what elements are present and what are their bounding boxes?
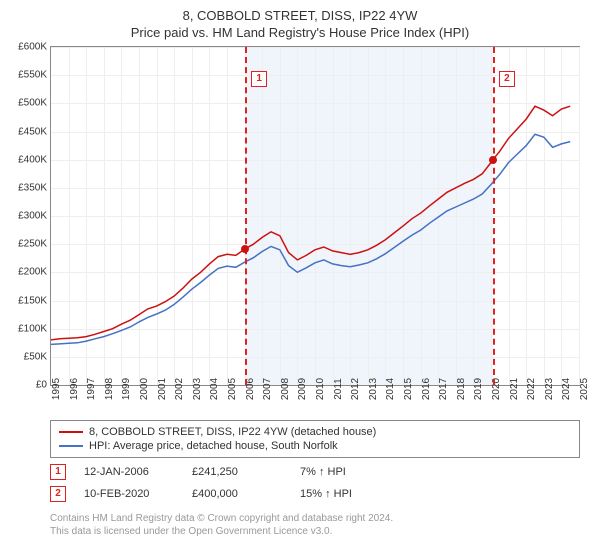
- x-axis-label: 2007: [262, 378, 273, 400]
- y-axis-label: £100K: [18, 323, 47, 334]
- y-axis-label: £250K: [18, 239, 47, 250]
- x-axis-label: 2025: [579, 378, 590, 400]
- gridline: [579, 47, 580, 385]
- y-axis-label: £400K: [18, 154, 47, 165]
- x-axis-label: 2015: [403, 378, 414, 400]
- y-axis-label: £300K: [18, 211, 47, 222]
- y-axis-label: £0: [36, 380, 47, 391]
- legend-label: 8, COBBOLD STREET, DISS, IP22 4YW (detac…: [89, 426, 376, 438]
- x-axis-label: 2016: [421, 378, 432, 400]
- x-axis-label: 2022: [526, 378, 537, 400]
- footnote-line: Contains HM Land Registry data © Crown c…: [50, 512, 580, 525]
- transaction-date: 12-JAN-2006: [84, 466, 174, 478]
- legend-item: HPI: Average price, detached house, Sout…: [59, 439, 571, 453]
- y-axis-label: £200K: [18, 267, 47, 278]
- x-axis-label: 1998: [104, 378, 115, 400]
- legend-swatch: [59, 431, 83, 433]
- transaction-point-icon: [489, 156, 497, 164]
- plot-area: £0£50K£100K£150K£200K£250K£300K£350K£400…: [50, 46, 580, 386]
- event-marker-line: [493, 47, 495, 385]
- transaction-row: 2 10-FEB-2020 £400,000 15% ↑ HPI: [50, 486, 580, 502]
- y-axis-label: £450K: [18, 126, 47, 137]
- y-axis-label: £50K: [24, 351, 47, 362]
- x-axis-label: 2008: [280, 378, 291, 400]
- chart-subtitle: Price paid vs. HM Land Registry's House …: [0, 23, 600, 46]
- footnote-line: This data is licensed under the Open Gov…: [50, 525, 580, 538]
- chart-title: 8, COBBOLD STREET, DISS, IP22 4YW: [0, 0, 600, 23]
- event-marker-line: [245, 47, 247, 385]
- footnote: Contains HM Land Registry data © Crown c…: [50, 512, 580, 538]
- transaction-marker-icon: 1: [50, 464, 66, 480]
- x-axis-label: 2010: [315, 378, 326, 400]
- y-axis-label: £150K: [18, 295, 47, 306]
- transaction-date: 10-FEB-2020: [84, 488, 174, 500]
- transaction-price: £241,250: [192, 466, 282, 478]
- x-axis-label: 2000: [139, 378, 150, 400]
- chart-container: 8, COBBOLD STREET, DISS, IP22 4YW Price …: [0, 0, 600, 560]
- x-axis-label: 1997: [86, 378, 97, 400]
- x-axis-label: 2014: [385, 378, 396, 400]
- y-axis-label: £550K: [18, 70, 47, 81]
- x-axis-label: 2013: [368, 378, 379, 400]
- transaction-row: 1 12-JAN-2006 £241,250 7% ↑ HPI: [50, 464, 580, 480]
- x-axis-label: 2005: [227, 378, 238, 400]
- legend-item: 8, COBBOLD STREET, DISS, IP22 4YW (detac…: [59, 425, 571, 439]
- x-axis-label: 2019: [473, 378, 484, 400]
- event-marker-label: 1: [251, 71, 267, 87]
- transaction-marker-icon: 2: [50, 486, 66, 502]
- x-axis-label: 2011: [333, 378, 344, 400]
- x-axis-label: 2012: [350, 378, 361, 400]
- legend: 8, COBBOLD STREET, DISS, IP22 4YW (detac…: [50, 420, 580, 458]
- x-axis-label: 2004: [209, 378, 220, 400]
- transaction-delta: 15% ↑ HPI: [300, 488, 390, 500]
- x-axis-label: 1996: [69, 378, 80, 400]
- line-canvas: [51, 47, 579, 385]
- x-axis-label: 2003: [192, 378, 203, 400]
- x-axis-label: 2021: [509, 378, 520, 400]
- x-axis-label: 2009: [297, 378, 308, 400]
- y-axis-label: £600K: [18, 42, 47, 53]
- transaction-price: £400,000: [192, 488, 282, 500]
- legend-label: HPI: Average price, detached house, Sout…: [89, 440, 338, 452]
- x-axis-label: 2023: [544, 378, 555, 400]
- x-axis-label: 2017: [438, 378, 449, 400]
- x-axis-label: 2002: [174, 378, 185, 400]
- y-axis-label: £350K: [18, 182, 47, 193]
- x-axis-label: 1999: [121, 378, 132, 400]
- x-axis-label: 2001: [157, 378, 168, 400]
- x-axis-label: 2018: [456, 378, 467, 400]
- legend-swatch: [59, 445, 83, 447]
- x-axis-label: 1995: [51, 378, 62, 400]
- transaction-delta: 7% ↑ HPI: [300, 466, 390, 478]
- x-axis-label: 2024: [561, 378, 572, 400]
- transaction-point-icon: [241, 245, 249, 253]
- event-marker-label: 2: [499, 71, 515, 87]
- y-axis-label: £500K: [18, 98, 47, 109]
